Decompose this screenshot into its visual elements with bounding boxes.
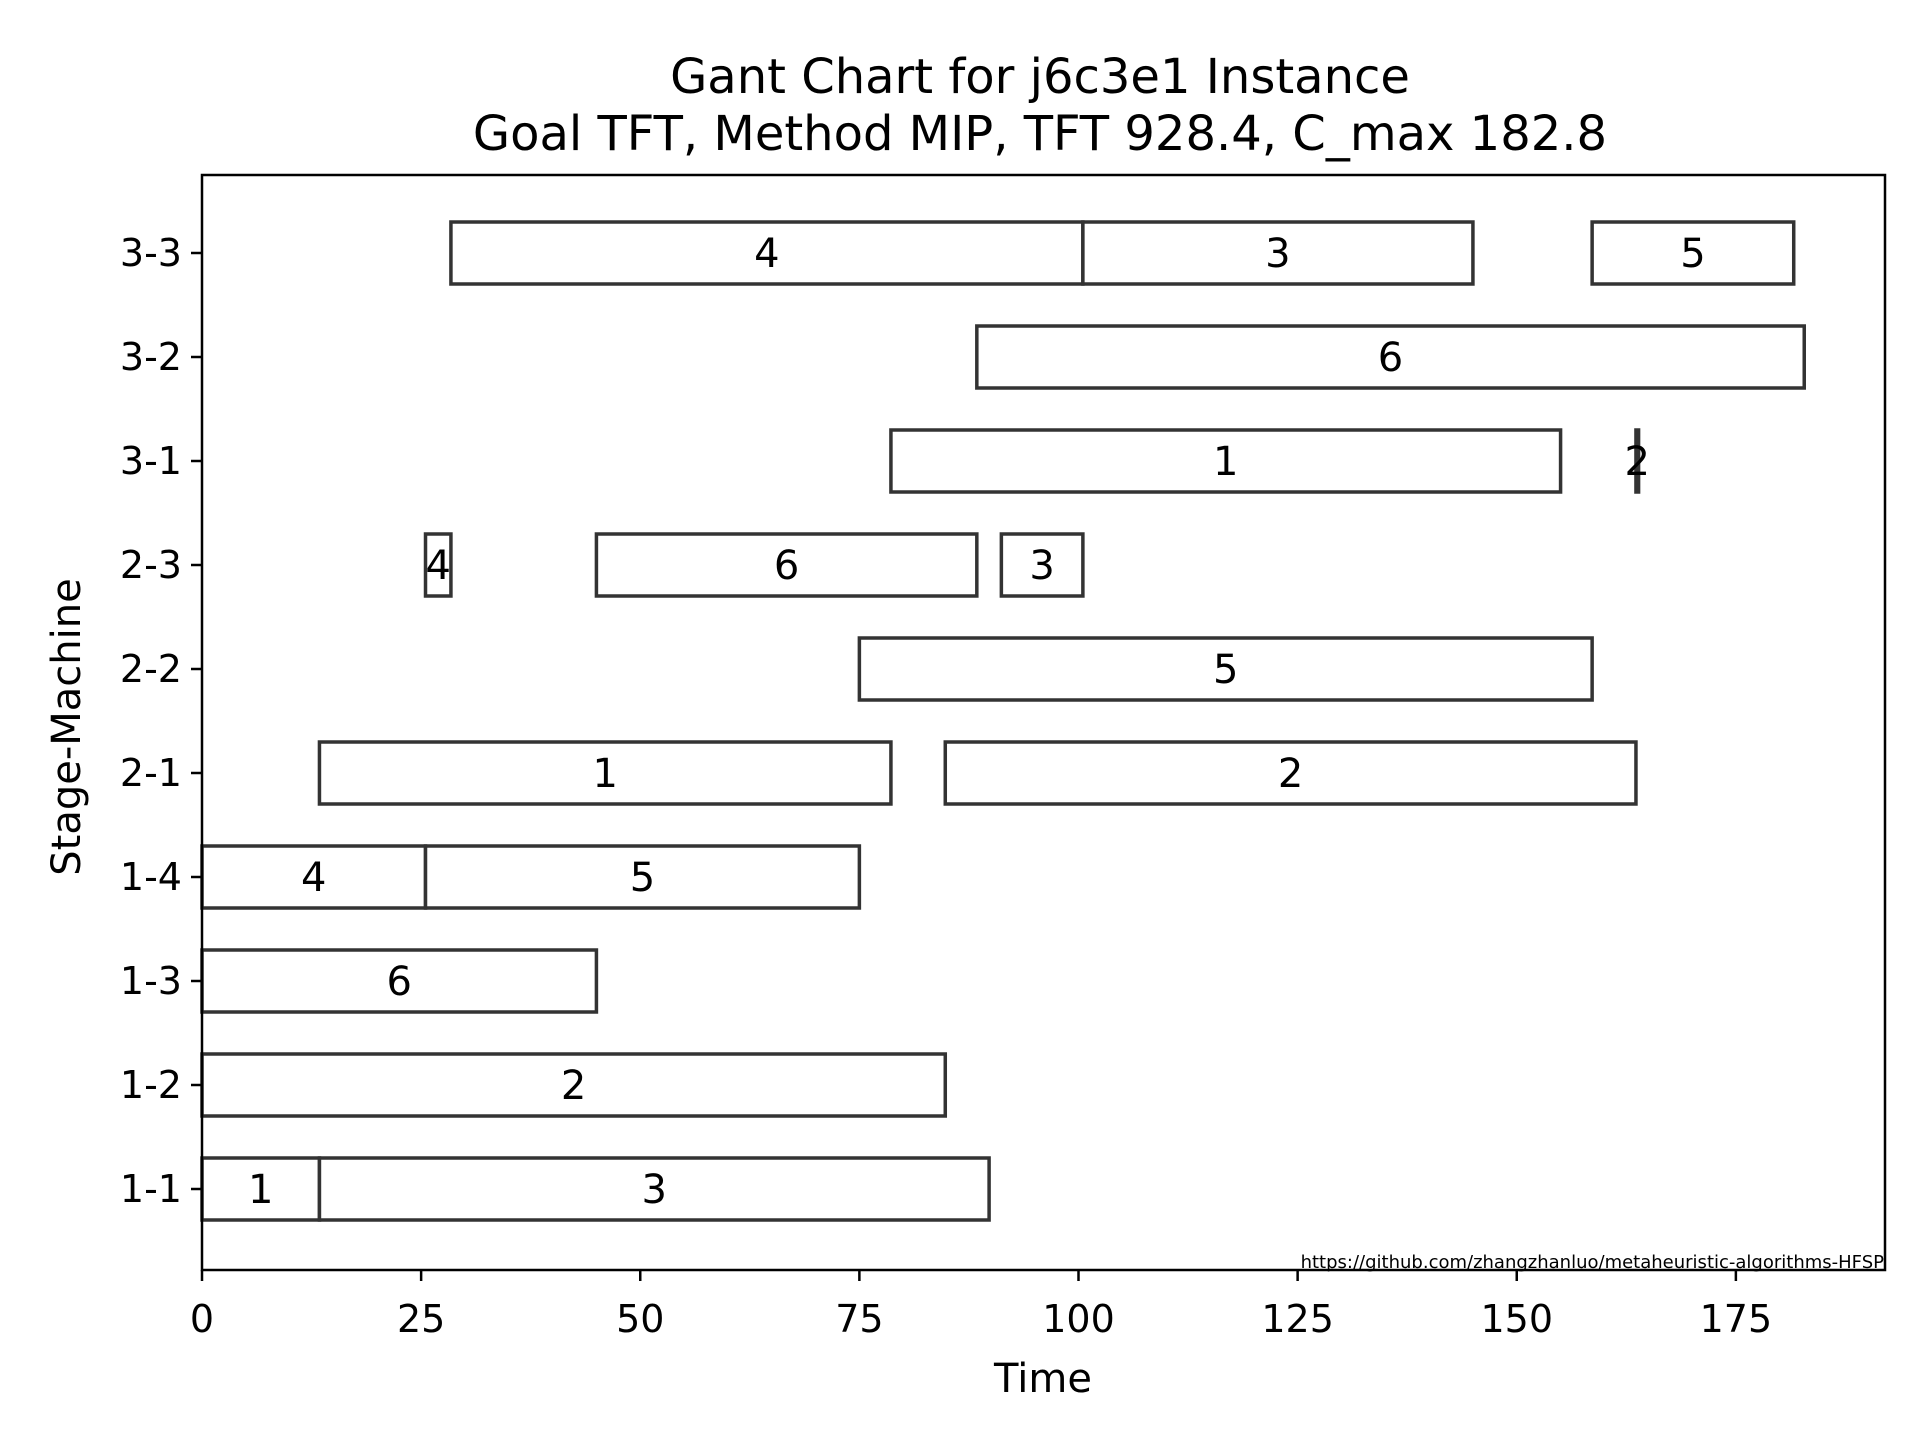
bar-label-3-3-job-3: 3: [1265, 231, 1290, 277]
x-axis-label: Time: [993, 1356, 1092, 1402]
bar-label-3-3-job-4: 4: [754, 231, 779, 277]
bar-3-3-job-5: [1590, 220, 1796, 286]
plot-frame: [200, 173, 1887, 1272]
bar-2-3-job-4: [423, 532, 453, 598]
bar-2-1-job-1: [317, 740, 893, 806]
bar-1-3-job-6: [200, 948, 599, 1014]
y-tick-label: 3-2: [120, 335, 182, 379]
bar-3-1-job-2: [1634, 428, 1641, 494]
x-tick-label: 100: [1042, 1297, 1115, 1341]
bar-1-1-job-3: [317, 1156, 991, 1222]
bar-label-2-3-job-3: 3: [1029, 543, 1054, 589]
y-tick-label: 1-1: [120, 1167, 182, 1211]
bar-3-1-job-1: [889, 428, 1563, 494]
y-tick-label: 1-2: [120, 1063, 182, 1107]
bar-label-3-1-job-2: 2: [1625, 439, 1650, 485]
bar-2-1-job-2: [943, 740, 1638, 806]
bar-label-3-1-job-1: 1: [1213, 439, 1238, 485]
bar-label-1-2-job-2: 2: [561, 1063, 586, 1109]
bar-labels-group: 1 3 2 6 4 5 1 2 5 4 6 3 1 2 6 4 3 5: [248, 231, 1706, 1213]
y-tick-label: 2-3: [120, 543, 182, 587]
bar-label-2-3-job-4: 4: [425, 543, 450, 589]
y-tick-label: 1-4: [120, 855, 182, 899]
bar-label-1-4-job-4: 4: [301, 855, 326, 901]
bar-3-3-job-4: [449, 220, 1085, 286]
source-url-annotation: https://github.com/zhangzhanluo/metaheur…: [1301, 1252, 1885, 1273]
bar-1-4-job-4: [200, 844, 428, 910]
x-tick-label: 150: [1480, 1297, 1553, 1341]
x-tick-label: 25: [397, 1297, 445, 1341]
bar-2-2-job-5: [857, 636, 1594, 702]
bars-group: [200, 220, 1806, 1222]
x-tick-label: 0: [190, 1297, 214, 1341]
bar-label-2-1-job-2: 2: [1278, 751, 1303, 797]
bar-1-4-job-5: [423, 844, 862, 910]
bar-label-2-1-job-1: 1: [592, 751, 617, 797]
y-tick-label: 2-1: [120, 751, 182, 795]
y-axis-label: Stage-Machine: [44, 578, 90, 875]
bar-label-3-3-job-5: 5: [1680, 231, 1705, 277]
bar-label-1-1-job-1: 1: [248, 1167, 273, 1213]
bar-label-1-1-job-3: 3: [642, 1167, 667, 1213]
bar-label-2-3-job-6: 6: [774, 543, 799, 589]
bar-label-1-3-job-6: 6: [386, 959, 411, 1005]
bar-label-1-4-job-5: 5: [630, 855, 655, 901]
bar-3-3-job-3: [1081, 220, 1475, 286]
chart-subtitle: Goal TFT, Method MIP, TFT 928.4, C_max 1…: [473, 106, 1607, 162]
y-tick-label: 3-3: [120, 231, 182, 275]
y-tick-label: 2-2: [120, 647, 182, 691]
chart-title: Gant Chart for j6c3e1 Instance: [670, 49, 1410, 105]
y-tick-label: 1-3: [120, 959, 182, 1003]
bar-2-3-job-3: [999, 532, 1085, 598]
bar-label-3-2-job-6: 6: [1378, 335, 1403, 381]
y-tick-label: 3-1: [120, 439, 182, 483]
bar-1-2-job-2: [200, 1052, 948, 1118]
bar-3-2-job-6: [975, 324, 1806, 390]
bar-2-3-job-6: [594, 532, 979, 598]
x-tick-label: 75: [835, 1297, 883, 1341]
y-axis-ticks: 1-1 1-2 1-3 1-4 2-1 2-2 2-3 3-1 3-2 3-3: [120, 231, 202, 1211]
x-tick-label: 175: [1700, 1297, 1773, 1341]
x-tick-label: 125: [1261, 1297, 1334, 1341]
bar-label-2-2-job-5: 5: [1213, 647, 1238, 693]
x-axis-ticks: 0 25 50 75 100 125 150 175: [190, 1270, 1772, 1341]
x-tick-label: 50: [616, 1297, 664, 1341]
